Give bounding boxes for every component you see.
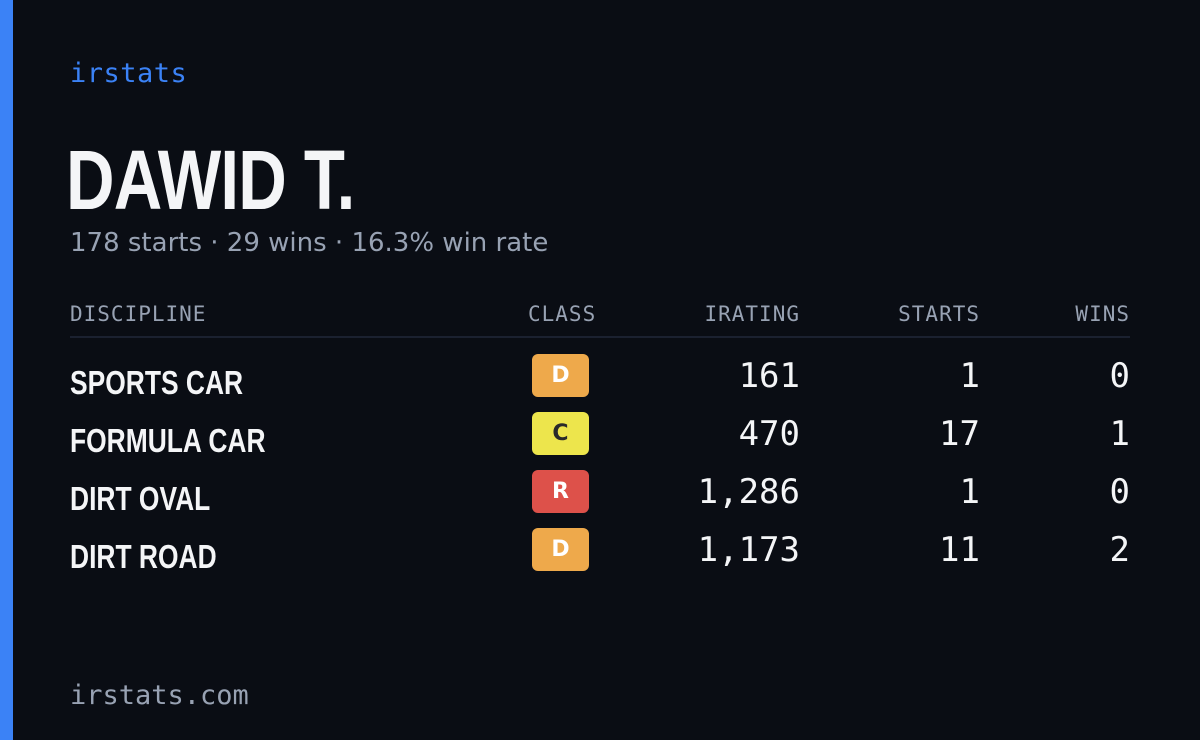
header-class: CLASS [528,302,597,326]
accent-bar [0,0,13,740]
table-row: FORMULA CAR C 470 17 1 [70,412,1130,470]
starts-value: 11 [939,530,980,570]
starts-value: 1 [959,356,980,396]
wins-value: 0 [1109,472,1130,512]
footer-site-link[interactable]: irstats.com [70,680,249,711]
table-header: DISCIPLINE CLASS IRATING STARTS WINS [70,298,1130,338]
discipline-name: FORMULA CAR [70,422,266,459]
irating-value: 1,173 [697,530,800,570]
header-wins: WINS [1075,302,1130,326]
discipline-name: DIRT OVAL [70,480,211,517]
wins-value: 0 [1109,356,1130,396]
discipline-name: DIRT ROAD [70,538,217,575]
wins-value: 1 [1109,414,1130,454]
table-body: SPORTS CAR D 161 1 0 FORMULA CAR C 470 1… [70,354,1130,586]
driver-name: DAWID T. [66,133,355,227]
header-starts: STARTS [898,302,980,326]
irating-value: 1,286 [697,472,800,512]
starts-value: 1 [959,472,980,512]
class-badge: D [532,528,589,571]
table-row: SPORTS CAR D 161 1 0 [70,354,1130,412]
class-badge: D [532,354,589,397]
table-row: DIRT OVAL R 1,286 1 0 [70,470,1130,528]
driver-summary: 178 starts · 29 wins · 16.3% win rate [70,228,549,258]
class-badge: C [532,412,589,455]
irating-value: 161 [738,356,800,396]
stats-table: DISCIPLINE CLASS IRATING STARTS WINS SPO… [70,298,1130,586]
class-badge: R [532,470,589,513]
header-discipline: DISCIPLINE [70,302,207,326]
irating-value: 470 [738,414,800,454]
brand-logo[interactable]: irstats [70,58,188,89]
table-row: DIRT ROAD D 1,173 11 2 [70,528,1130,586]
discipline-name: SPORTS CAR [70,364,244,401]
starts-value: 17 [939,414,980,454]
header-irating: IRATING [704,302,800,326]
wins-value: 2 [1109,530,1130,570]
